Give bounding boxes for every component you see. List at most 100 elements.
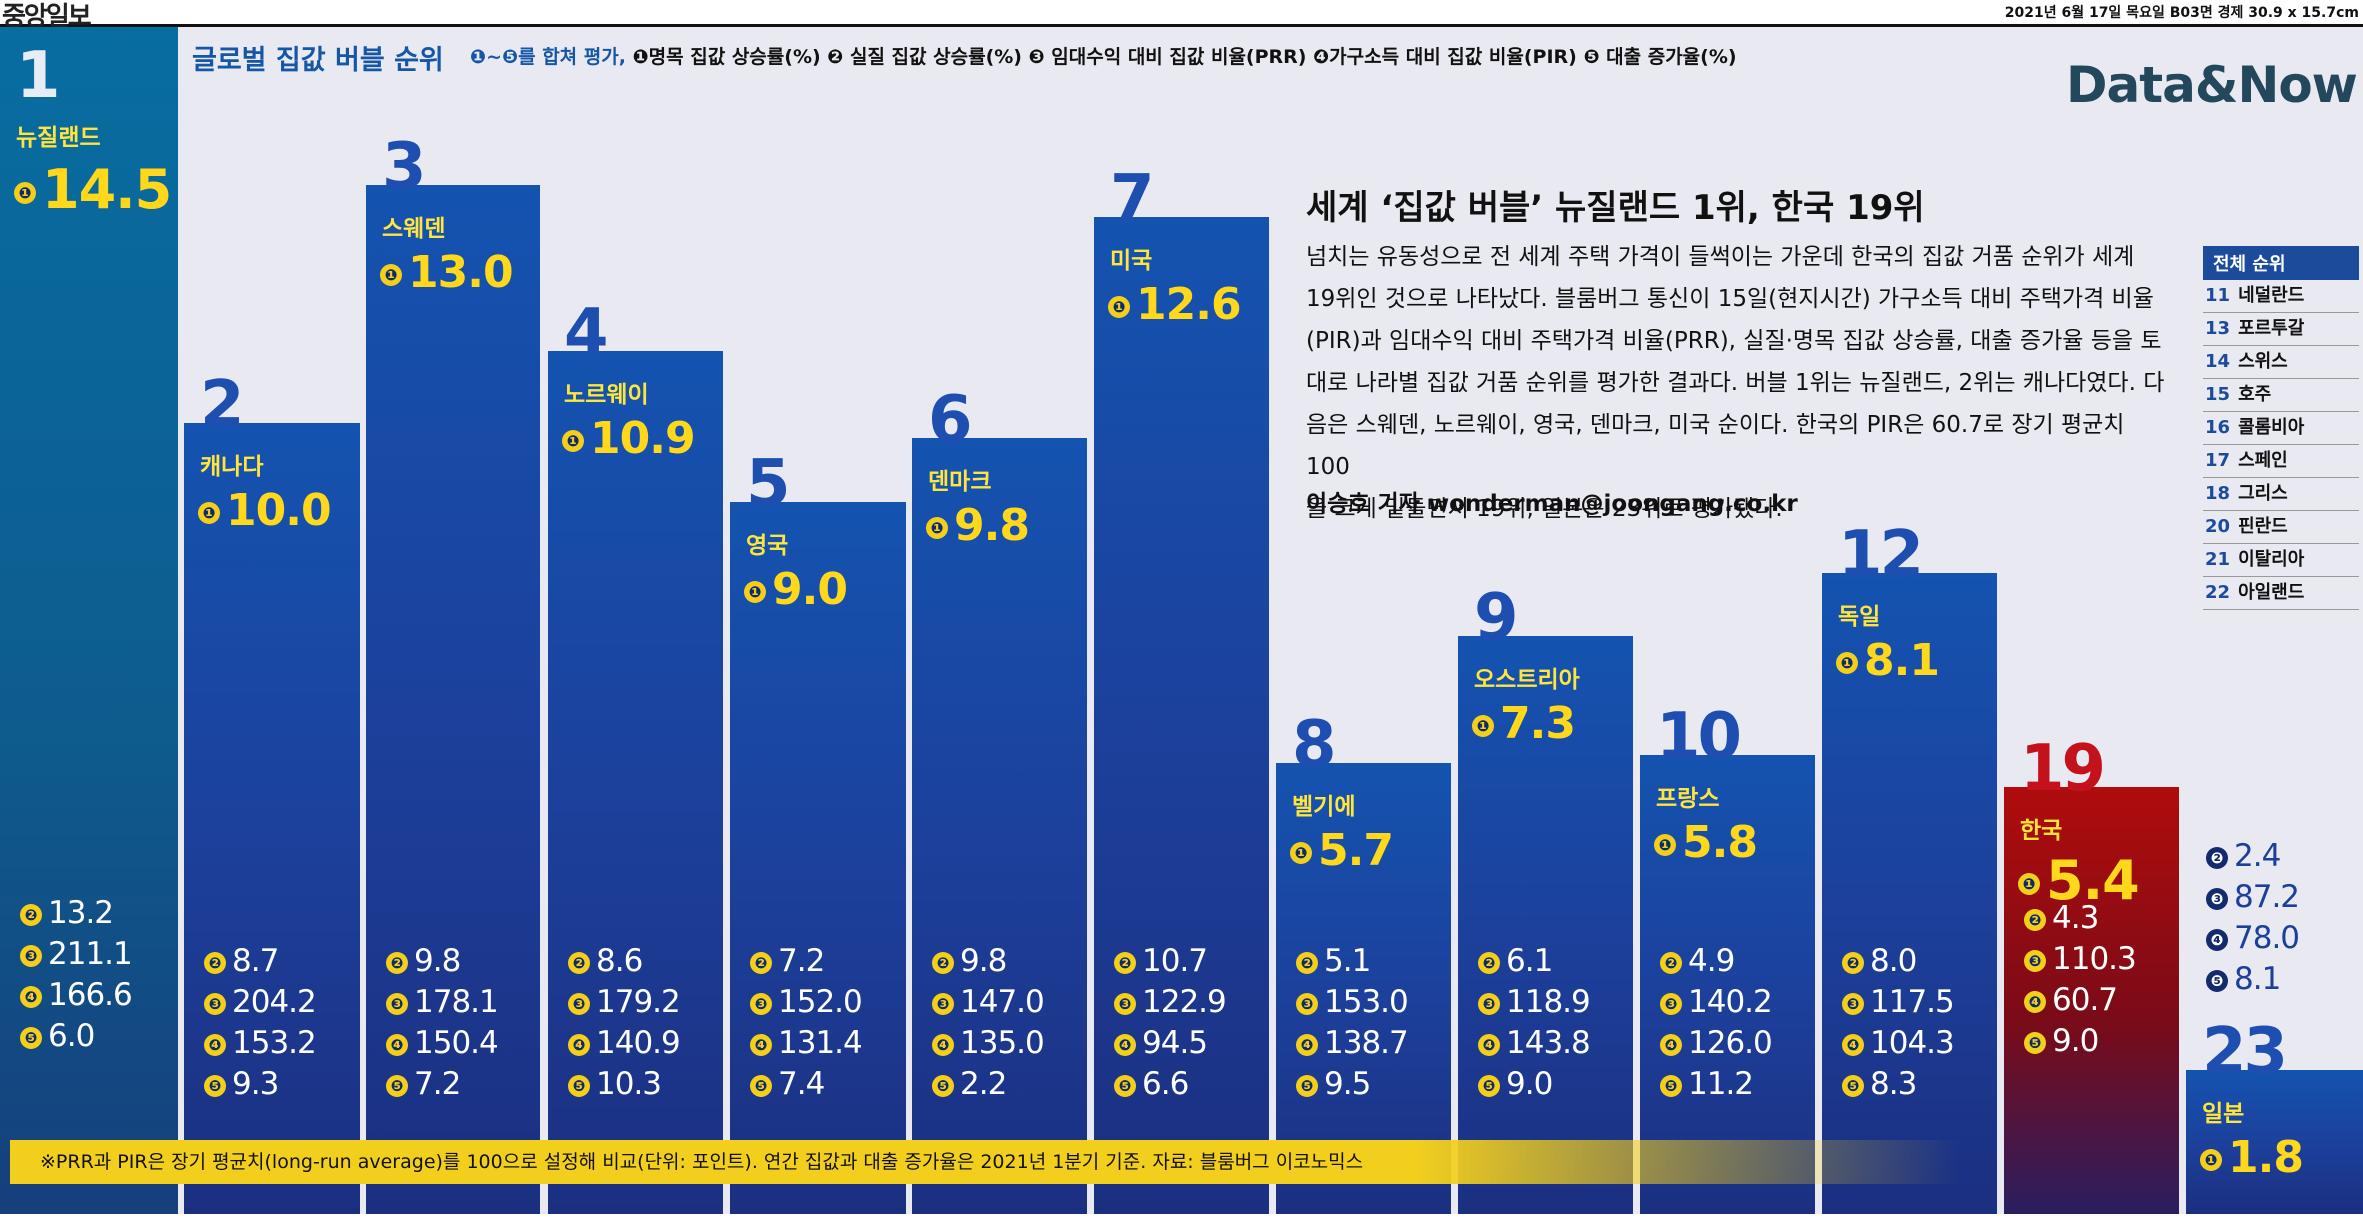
marker-1-icon: ❶ xyxy=(1472,715,1494,737)
metric-row: ❸ 117.5 xyxy=(1842,984,1955,1025)
metric-value: 122.9 xyxy=(1142,984,1227,1020)
metric-value: 4.3 xyxy=(2052,900,2099,936)
marker-3-icon: ❸ xyxy=(386,992,408,1015)
metric-value: 166.6 xyxy=(48,977,133,1013)
country-label: 뉴질랜드 xyxy=(16,125,101,151)
rank-label: 10 xyxy=(1656,700,1742,774)
marker-2-icon: ❷ xyxy=(1296,951,1318,974)
metric-value: 2.2 xyxy=(960,1066,1007,1102)
overall-rank-sidebar: 전체 순위 11 네덜란드 13 포르투갈 14 스위스 15 호주 16 콜롬비아 17 스페인 18… xyxy=(2203,246,2359,610)
country-label: 한국 xyxy=(2020,818,2063,844)
sidebar-country-name: 콜롬비아 xyxy=(2238,417,2305,438)
country-label: 벨기에 xyxy=(1292,794,1356,820)
country-label: 덴마크 xyxy=(928,469,992,495)
sidebar-rank-item: 20 핀란드 xyxy=(2203,511,2359,544)
article-body: 넘치는 유동성으로 전 세계 주택 가격이 들썩이는 가운데 한국의 집값 거품… xyxy=(1306,236,2166,530)
metric-row: ❸ 153.0 xyxy=(1296,984,1409,1025)
metric-row: ❺ 10.3 xyxy=(568,1066,680,1107)
marker-5-icon: ❺ xyxy=(1842,1074,1864,1097)
metric-row: ❷ 13.2 xyxy=(20,895,132,936)
country-label: 캐나다 xyxy=(200,454,264,480)
metric-value: 117.5 xyxy=(1870,984,1955,1020)
marker-2-icon: ❷ xyxy=(750,951,772,974)
country-label: 일본 xyxy=(2202,1101,2245,1127)
metric-value: 78.0 xyxy=(2234,920,2300,956)
metric-value: 8.0 xyxy=(1870,943,1917,979)
metric-value: 110.3 xyxy=(2052,941,2137,977)
rank-label: 4 xyxy=(564,296,608,370)
rank-label: 9 xyxy=(1474,581,1518,655)
sidebar-country-name: 그리스 xyxy=(2238,483,2288,504)
sidebar-rank-item: 18 그리스 xyxy=(2203,478,2359,511)
metric-row: ❹ 150.4 xyxy=(386,1025,499,1066)
metric-value: 9.5 xyxy=(1324,1066,1371,1102)
legend-items: ❶명목 집값 상승률(%) ❷ 실질 집값 상승률(%) ❸ 임대수익 대비 집… xyxy=(632,46,1737,68)
metric-value: 9.0 xyxy=(2052,1023,2099,1059)
metric-row: ❺ 7.4 xyxy=(750,1066,862,1107)
metric-value: 140.9 xyxy=(596,1025,681,1061)
metric-row: ❺ 9.3 xyxy=(204,1066,316,1107)
metric-row: ❸ 147.0 xyxy=(932,984,1045,1025)
metric-list: ❷ 10.7 ❸ 122.9 ❹ 94.5 ❺ 6.6 xyxy=(1114,943,1227,1107)
metric-row: ❸ 140.2 xyxy=(1660,984,1773,1025)
country-label: 노르웨이 xyxy=(564,382,649,408)
marker-5-icon: ❺ xyxy=(386,1074,408,1097)
metric-row: ❺ 11.2 xyxy=(1660,1066,1772,1107)
value-text: 7.3 xyxy=(1500,698,1576,749)
marker-3-icon: ❸ xyxy=(568,992,590,1015)
marker-2-icon: ❷ xyxy=(2206,846,2228,869)
metric-value: 179.2 xyxy=(596,984,681,1020)
metric-row: ❷ 5.1 xyxy=(1296,943,1408,984)
metric-value: 8.3 xyxy=(1870,1066,1917,1102)
metric-list: ❷ 9.8 ❸ 178.1 ❹ 150.4 ❺ 7.2 xyxy=(386,943,499,1107)
marker-4-icon: ❹ xyxy=(20,985,42,1008)
metric-row: ❹ 138.7 xyxy=(1296,1025,1409,1066)
marker-1-icon: ❶ xyxy=(744,581,766,603)
country-label: 독일 xyxy=(1838,604,1881,630)
sidebar-country-name: 아일랜드 xyxy=(2238,582,2305,603)
metric-value: 7.2 xyxy=(778,943,825,979)
sidebar-rank-number: 20 xyxy=(2205,516,2231,537)
rank-label: 23 xyxy=(2202,1015,2288,1089)
metric-row: ❺ 9.0 xyxy=(2024,1023,2136,1064)
metric-value: 94.5 xyxy=(1142,1025,1208,1061)
marker-4-icon: ❹ xyxy=(932,1033,954,1056)
sidebar-rank-number: 15 xyxy=(2205,384,2231,405)
value-label: ❶ 7.3 xyxy=(1472,698,1576,749)
marker-2-icon: ❷ xyxy=(1478,951,1500,974)
metric-row: ❸ 204.2 xyxy=(204,984,317,1025)
metric-list: ❷ 13.2 ❸ 211.1 ❹ 166.6 ❺ 6.0 xyxy=(20,895,133,1059)
marker-3-icon: ❸ xyxy=(750,992,772,1015)
marker-5-icon: ❺ xyxy=(1478,1074,1500,1097)
marker-4-icon: ❹ xyxy=(386,1033,408,1056)
value-label: ❶ 8.1 xyxy=(1836,635,1940,686)
metric-row: ❹ 143.8 xyxy=(1478,1025,1591,1066)
marker-3-icon: ❸ xyxy=(2206,887,2228,910)
metric-value: 147.0 xyxy=(960,984,1045,1020)
metric-value: 135.0 xyxy=(960,1025,1045,1061)
metric-value: 8.7 xyxy=(232,943,279,979)
value-text: 5.4 xyxy=(2046,849,2140,912)
sidebar-country-name: 포르투갈 xyxy=(2238,318,2305,339)
value-label: ❶ 10.9 xyxy=(562,413,696,464)
marker-2-icon: ❷ xyxy=(568,951,590,974)
bar xyxy=(548,351,723,1214)
rank-label: 12 xyxy=(1838,518,1924,592)
metric-row: ❹ 94.5 xyxy=(1114,1025,1226,1066)
marker-5-icon: ❺ xyxy=(932,1074,954,1097)
marker-5-icon: ❺ xyxy=(1660,1074,1682,1097)
metric-value: 140.2 xyxy=(1688,984,1773,1020)
sidebar-rank-number: 18 xyxy=(2205,483,2231,504)
metric-value: 60.7 xyxy=(2052,982,2118,1018)
value-label: ❶ 14.5 xyxy=(14,158,172,221)
metric-list: ❷ 8.6 ❸ 179.2 ❹ 140.9 ❺ 10.3 xyxy=(568,943,681,1107)
metric-value: 131.4 xyxy=(778,1025,863,1061)
metric-row: ❷ 8.7 xyxy=(204,943,316,984)
sidebar-rank-item: 16 콜롬비아 xyxy=(2203,412,2359,445)
marker-1-icon: ❶ xyxy=(14,182,36,205)
country-label: 오스트리아 xyxy=(1474,667,1580,693)
metric-row: ❹ 60.7 xyxy=(2024,982,2136,1023)
metric-row: ❹ 131.4 xyxy=(750,1025,863,1066)
metric-list: ❷ 8.0 ❸ 117.5 ❹ 104.3 ❺ 8.3 xyxy=(1842,943,1955,1107)
metric-value: 104.3 xyxy=(1870,1025,1955,1061)
